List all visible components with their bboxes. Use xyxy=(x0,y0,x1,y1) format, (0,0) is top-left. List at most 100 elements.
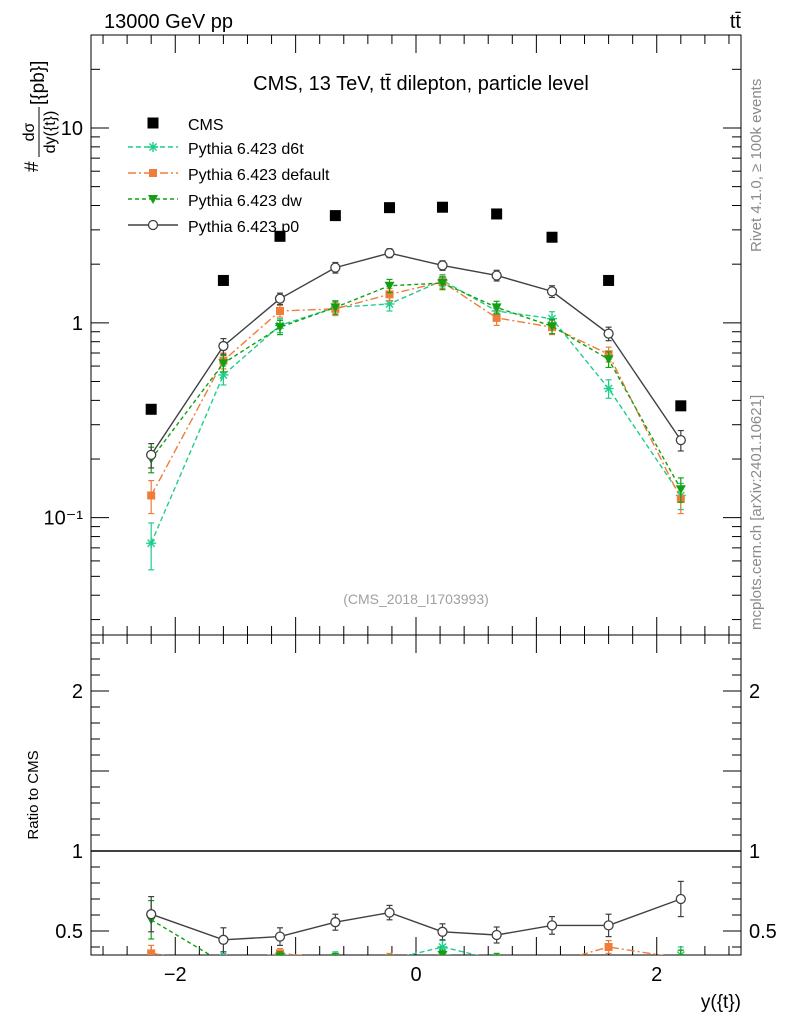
main-y-tick-label: 1 xyxy=(72,313,83,335)
y-label-unit: [{pb}] xyxy=(28,61,49,105)
ratio-y-tick-label-right: 0.5 xyxy=(749,921,777,943)
source-label: mcplots.cern.ch [arXiv:2401.10621] xyxy=(748,395,765,630)
main-series-dw xyxy=(146,276,686,503)
main-point-default xyxy=(275,307,284,315)
energy-label: 13000 GeV pp xyxy=(104,11,233,33)
ratio-line-d6t xyxy=(267,946,681,955)
ratio-y-tick-label-left: 2 xyxy=(72,681,83,703)
ratio-point-dw xyxy=(604,959,614,968)
main-line-default xyxy=(150,281,682,500)
ratio-point-dw xyxy=(491,954,502,955)
main-point-p0 xyxy=(603,328,614,339)
main-point-cms xyxy=(603,274,615,286)
main-point-d6t xyxy=(218,369,229,380)
main-line-p0 xyxy=(150,252,682,456)
main-axis-ticks: 10⁻¹ 1 10 xyxy=(44,34,741,635)
legend-marker-cms xyxy=(147,117,159,129)
main-point-d6t xyxy=(384,298,395,309)
main-point-dw xyxy=(384,281,395,291)
main-point-default xyxy=(492,313,501,322)
main-point-p0 xyxy=(146,449,157,461)
main-point-p0 xyxy=(330,262,341,273)
main-series-default xyxy=(147,275,685,515)
main-point-dw xyxy=(547,322,558,332)
ratio-point-default xyxy=(493,961,501,969)
main-point-cms xyxy=(274,230,286,242)
main-series-d6t xyxy=(146,273,686,571)
legend-item-dw: Pythia 6.423 dw xyxy=(128,193,302,210)
main-point-cms xyxy=(491,208,503,220)
legend-label-cms: CMS xyxy=(188,117,224,134)
main-point-p0 xyxy=(437,260,448,271)
ratio-point-d6t xyxy=(604,961,614,971)
main-series-cms xyxy=(145,201,687,415)
chart-title: CMS, 13 TeV, tt̄ dilepton, particle leve… xyxy=(253,73,589,95)
legend-label-default: Pythia 6.423 default xyxy=(188,167,330,184)
main-point-cms xyxy=(546,231,558,243)
legend-marker-d6t xyxy=(148,142,158,152)
main-line-dw xyxy=(150,282,682,490)
ratio-point-p0 xyxy=(491,929,502,941)
ratio-point-dw xyxy=(675,954,686,955)
main-point-cms xyxy=(436,201,448,213)
ratio-panel: 0.5 0.5 1 1 2 2 −2 0 2 Ratio to CMS y({t}) xyxy=(25,634,777,1013)
ratio-panel-frame xyxy=(90,634,742,956)
ratio-point-d6t xyxy=(495,954,498,955)
ratio-point-default xyxy=(548,959,556,967)
main-point-dw xyxy=(603,355,614,365)
ratio-y-axis-label: Ratio to CMS xyxy=(25,750,42,839)
main-point-dw xyxy=(491,303,502,313)
ratio-point-d6t xyxy=(388,954,391,955)
main-line-d6t xyxy=(150,279,682,544)
ratio-point-d6t xyxy=(437,942,448,952)
main-y-axis-label: # dσ dy({t}) [{pb}] xyxy=(21,61,59,172)
ratio-point-dw xyxy=(274,952,285,955)
ratio-point-p0 xyxy=(603,920,614,931)
ratio-y-tick-label-right: 1 xyxy=(749,841,760,863)
ratio-point-p0 xyxy=(218,934,229,945)
legend: CMS Pythia 6.423 d6t Pythia 6.423 default P… xyxy=(128,117,330,236)
legend-marker-p0 xyxy=(147,219,159,231)
x-axis-label: y({t}) xyxy=(701,992,741,1013)
main-point-p0 xyxy=(675,434,686,446)
main-point-p0 xyxy=(218,340,229,352)
main-point-d6t xyxy=(603,383,614,394)
ratio-y-tick-label-left: 0.5 xyxy=(55,921,83,943)
ratio-point-default xyxy=(219,959,227,967)
ratio-point-dw xyxy=(218,959,228,968)
ratio-series-group xyxy=(146,880,686,982)
ratio-point-p0 xyxy=(330,917,341,928)
ratio-point-d6t xyxy=(146,972,156,982)
legend-item-p0: Pythia 6.423 p0 xyxy=(128,219,299,236)
main-point-dw xyxy=(675,485,686,495)
main-point-p0 xyxy=(274,293,286,304)
main-y-tick-label: 10 xyxy=(61,118,83,140)
legend-marker-default xyxy=(149,169,157,177)
x-tick-label: 0 xyxy=(410,964,421,986)
main-point-default xyxy=(147,491,156,500)
x-tick-label: −2 xyxy=(164,964,187,986)
ratio-axis-ticks: 0.5 0.5 1 1 2 2 −2 0 2 xyxy=(55,635,777,986)
legend-label-p0: Pythia 6.423 p0 xyxy=(188,219,299,236)
main-point-cms xyxy=(384,202,396,214)
ratio-point-p0 xyxy=(384,907,395,918)
ratio-point-default xyxy=(604,943,613,951)
main-point-d6t xyxy=(547,313,558,324)
main-point-cms xyxy=(145,403,157,415)
legend-marker-dw xyxy=(148,195,158,204)
ratio-point-p0 xyxy=(274,931,286,942)
y-label-denominator: dy({t}) xyxy=(42,111,59,154)
process-label: tt̄ xyxy=(730,11,742,33)
ratio-series-p0 xyxy=(146,880,686,953)
main-point-cms xyxy=(329,210,341,222)
ratio-point-p0 xyxy=(675,893,686,905)
ratio-y-tick-label-left: 1 xyxy=(72,841,83,863)
ratio-point-default xyxy=(147,949,156,955)
ratio-point-dw xyxy=(547,959,557,968)
main-series-group xyxy=(145,201,687,571)
main-y-tick-label: 10⁻¹ xyxy=(44,508,84,530)
main-panel: 10⁻¹ 1 10 CMS, 13 TeV, tt̄ dilepton, parti… xyxy=(21,34,742,636)
main-point-p0 xyxy=(384,247,395,259)
ratio-point-d6t xyxy=(219,953,228,955)
legend-item-cms: CMS xyxy=(147,117,224,134)
